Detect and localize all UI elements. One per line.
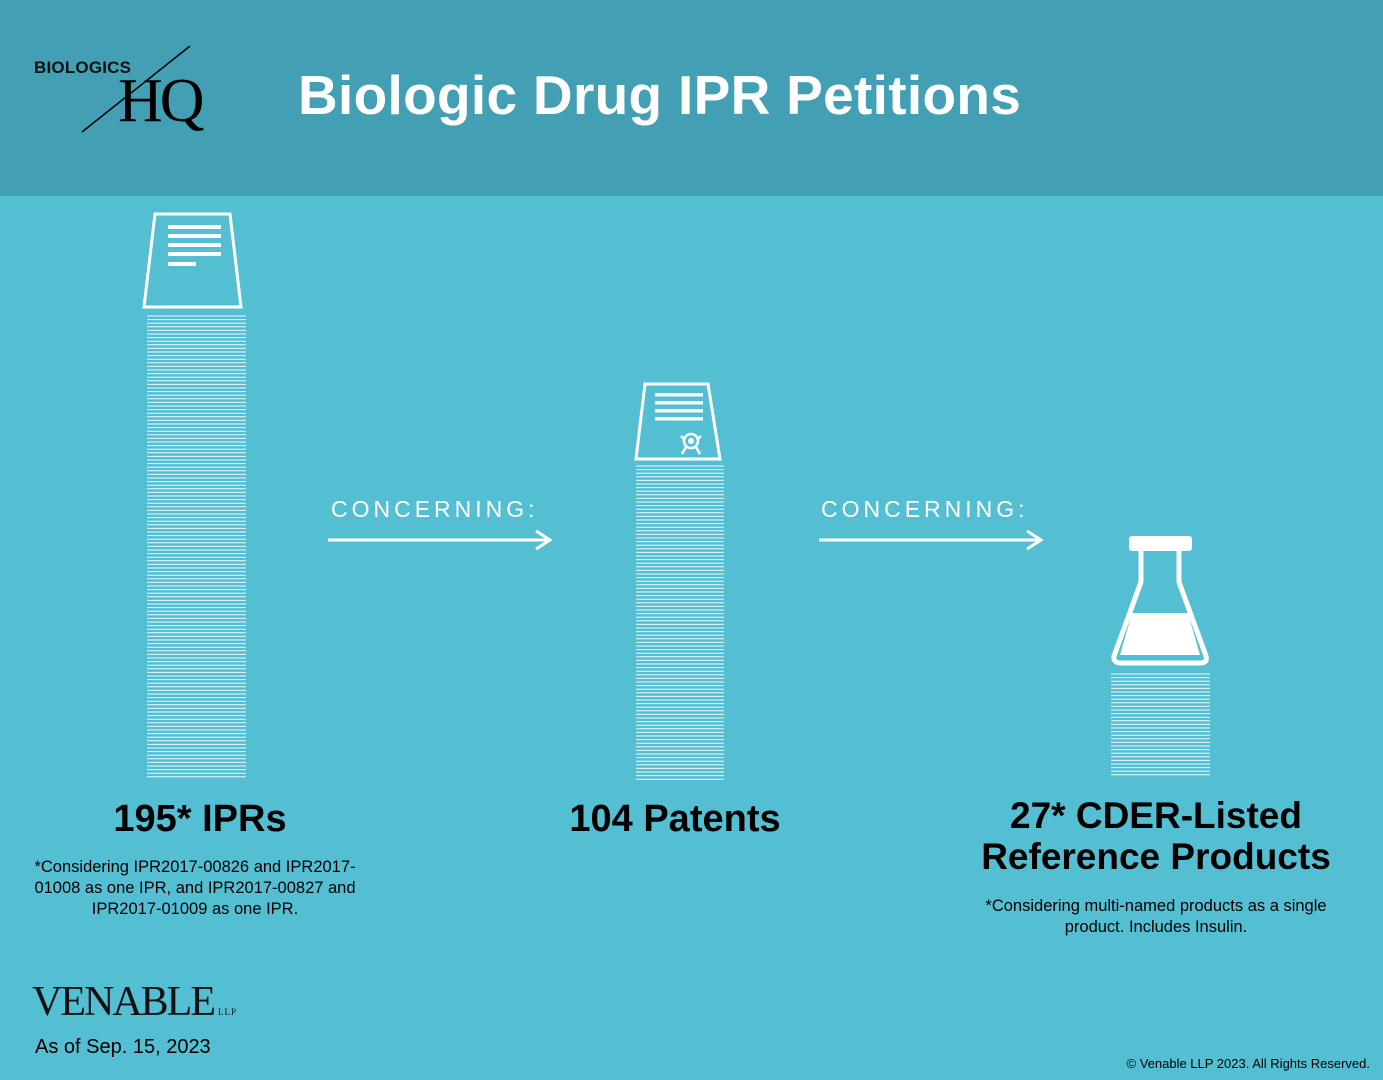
patent-count-stat: 104 Patents <box>569 798 781 840</box>
as-of-date: As of Sep. 15, 2023 <box>35 1036 211 1058</box>
stack-lines <box>1111 673 1210 776</box>
stat-line-1: 27* CDER-Listed <box>1010 795 1302 836</box>
arrow-right-icon <box>819 529 1044 551</box>
stack-lines <box>636 465 724 780</box>
ipr-footnote: *Considering IPR2017-00826 and IPR2017-0… <box>34 858 356 918</box>
document-icon <box>142 212 243 309</box>
biologics-hq-logo: BIOLOGICS HQ <box>30 40 250 155</box>
logo-top-text: BIOLOGICS <box>34 58 132 77</box>
ipr-count-stat: 195* IPRs <box>113 798 287 840</box>
venable-logo: VENABLE LLP <box>32 978 237 1026</box>
venable-logo-text: VENABLE <box>32 979 216 1025</box>
venable-logo-suffix: LLP <box>217 1007 237 1017</box>
patent-certificate-stack <box>634 382 724 780</box>
stack-lines <box>147 315 246 778</box>
flask-icon <box>1111 536 1209 666</box>
logo-main-text: HQ <box>118 67 205 135</box>
arrow-right-icon <box>328 529 553 551</box>
header-banner: BIOLOGICS HQ Biologic Drug IPR Petitions <box>0 0 1383 196</box>
connector-label-2: CONCERNING: <box>821 496 1029 522</box>
stat-line-2: Reference Products <box>981 836 1331 878</box>
reference-product-flask-stack <box>1111 536 1210 776</box>
reference-product-count-stat: 27* CDER-Listed Reference Products <box>945 795 1367 878</box>
ipr-document-stack <box>142 212 246 778</box>
copyright-notice: © Venable LLP 2023. All Rights Reserved. <box>1126 1056 1371 1071</box>
logo-slash <box>81 45 191 133</box>
reference-product-footnote: *Considering multi-named products as a s… <box>985 897 1327 936</box>
certificate-icon <box>634 382 722 461</box>
connector-label-1: CONCERNING: <box>331 496 539 522</box>
page-title: Biologic Drug IPR Petitions <box>298 64 1022 126</box>
